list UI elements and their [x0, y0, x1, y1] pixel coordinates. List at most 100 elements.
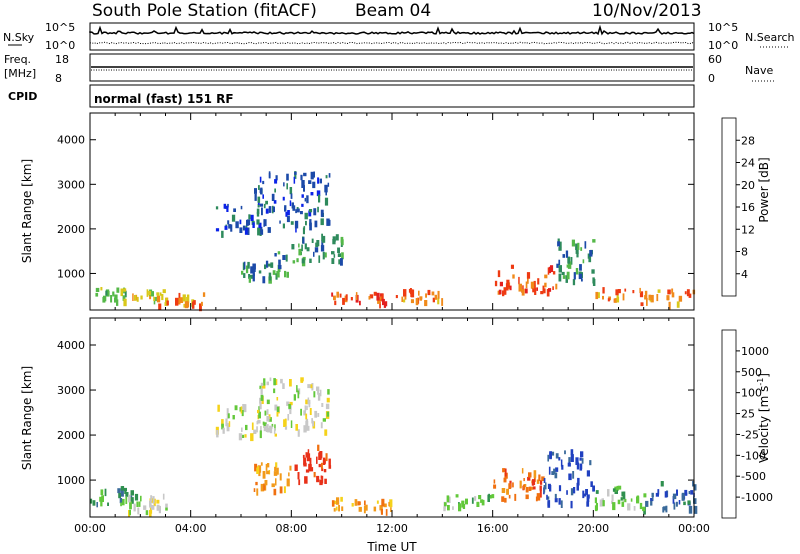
scatter-cell — [547, 483, 551, 489]
scatter-cell — [288, 404, 291, 409]
scatter-cell — [548, 288, 552, 292]
scatter-cell — [156, 295, 161, 303]
scatter-cell — [90, 498, 93, 504]
scatter-cell — [432, 297, 435, 303]
scatter-cell — [247, 227, 250, 235]
scatter-cell — [310, 171, 314, 180]
scatter-cell — [595, 502, 598, 510]
scatter-cell — [303, 425, 307, 433]
scatter-cell — [340, 258, 343, 266]
scatter-cell — [335, 234, 339, 241]
scatter-cell — [232, 415, 235, 420]
scatter-cell — [227, 220, 230, 225]
scatter-cell — [298, 248, 302, 256]
scatter-cell — [106, 290, 110, 297]
scatter-cell — [576, 462, 580, 470]
scatter-cell — [297, 390, 300, 399]
scatter-cell — [252, 264, 256, 272]
scatter-cell — [671, 292, 675, 298]
scatter-cell — [302, 454, 305, 459]
scatter-cell — [381, 498, 385, 507]
scatter-cell — [301, 203, 304, 207]
scatter-cell — [617, 485, 622, 490]
scatter-cell — [95, 292, 99, 297]
scatter-cell — [314, 220, 318, 228]
scatter-cell — [118, 492, 121, 499]
scatter-cell — [150, 495, 153, 502]
scatter-cell — [644, 290, 648, 299]
scatter-cell — [493, 479, 496, 484]
scatter-cell — [320, 422, 323, 429]
scatter-cell — [253, 429, 257, 434]
colorbar-tick-label: 1000 — [741, 345, 769, 358]
scatter-cell — [268, 414, 271, 420]
scatter-cell — [301, 258, 305, 264]
scatter-cell — [260, 388, 263, 395]
scatter-cell — [283, 182, 285, 187]
scatter-cell — [548, 466, 551, 475]
scatter-cell — [693, 498, 697, 504]
scatter-cell — [570, 488, 574, 496]
scatter-cell — [522, 484, 526, 490]
scatter-cell — [120, 489, 124, 497]
scatter-cell — [668, 301, 671, 310]
scatter-cell — [338, 505, 340, 512]
scatter-cell — [688, 293, 692, 298]
scatter-cell — [546, 289, 550, 297]
scatter-cell — [309, 408, 312, 415]
scatter-cell — [566, 490, 568, 495]
scatter-cell — [684, 492, 688, 496]
nsky-tick-bottom: 10^0 — [45, 39, 75, 52]
scatter-cell — [267, 427, 271, 433]
scatter-cell — [260, 483, 265, 492]
scatter-cell — [294, 171, 297, 179]
nsky-label: N.Sky — [3, 31, 35, 44]
scatter-cell — [497, 270, 501, 278]
scatter-cell — [273, 388, 276, 394]
scatter-cell — [266, 416, 270, 422]
scatter-cell — [523, 478, 525, 482]
scatter-cell — [226, 205, 229, 212]
scatter-cell — [325, 403, 330, 410]
scatter-cell — [327, 182, 330, 187]
scatter-cell — [508, 494, 511, 499]
scatter-cell — [298, 243, 300, 248]
scatter-cell — [558, 485, 562, 492]
scatter-cell — [363, 505, 366, 514]
scatter-cell — [96, 502, 98, 508]
scatter-cell — [380, 296, 383, 300]
scatter-cell — [308, 402, 311, 408]
scatter-cell — [258, 270, 262, 274]
scatter-cell — [528, 486, 532, 491]
scatter-cell — [120, 288, 123, 297]
scatter-cell — [621, 501, 625, 507]
scatter-cell — [245, 265, 249, 274]
scatter-cell — [383, 503, 387, 508]
scatter-cell — [308, 210, 312, 217]
scatter-cell — [201, 301, 203, 306]
scatter-cell — [567, 261, 572, 269]
scatter-cell — [153, 498, 156, 507]
scatter-cell — [120, 502, 122, 507]
scatter-cell — [164, 302, 168, 306]
scatter-cell — [241, 270, 244, 275]
scatter-cell — [404, 296, 407, 300]
scatter-cell — [431, 291, 435, 296]
scatter-cell — [162, 289, 166, 294]
scatter-cell — [504, 468, 507, 477]
scatter-cell — [304, 197, 307, 202]
scatter-cell — [258, 200, 260, 205]
scatter-cell — [611, 494, 614, 502]
scatter-cell — [319, 451, 323, 459]
scatter-cell — [318, 194, 321, 203]
scatter-cell — [285, 211, 288, 217]
scatter-cell — [443, 506, 446, 512]
scatter-cell — [244, 227, 248, 235]
scatter-cell — [320, 209, 324, 217]
scatter-cell — [256, 212, 260, 217]
scatter-cell — [501, 488, 506, 493]
scatter-cell — [595, 291, 599, 300]
scatter-cell — [315, 242, 319, 247]
scatter-cell — [158, 303, 162, 310]
scatter-cell — [580, 247, 583, 251]
